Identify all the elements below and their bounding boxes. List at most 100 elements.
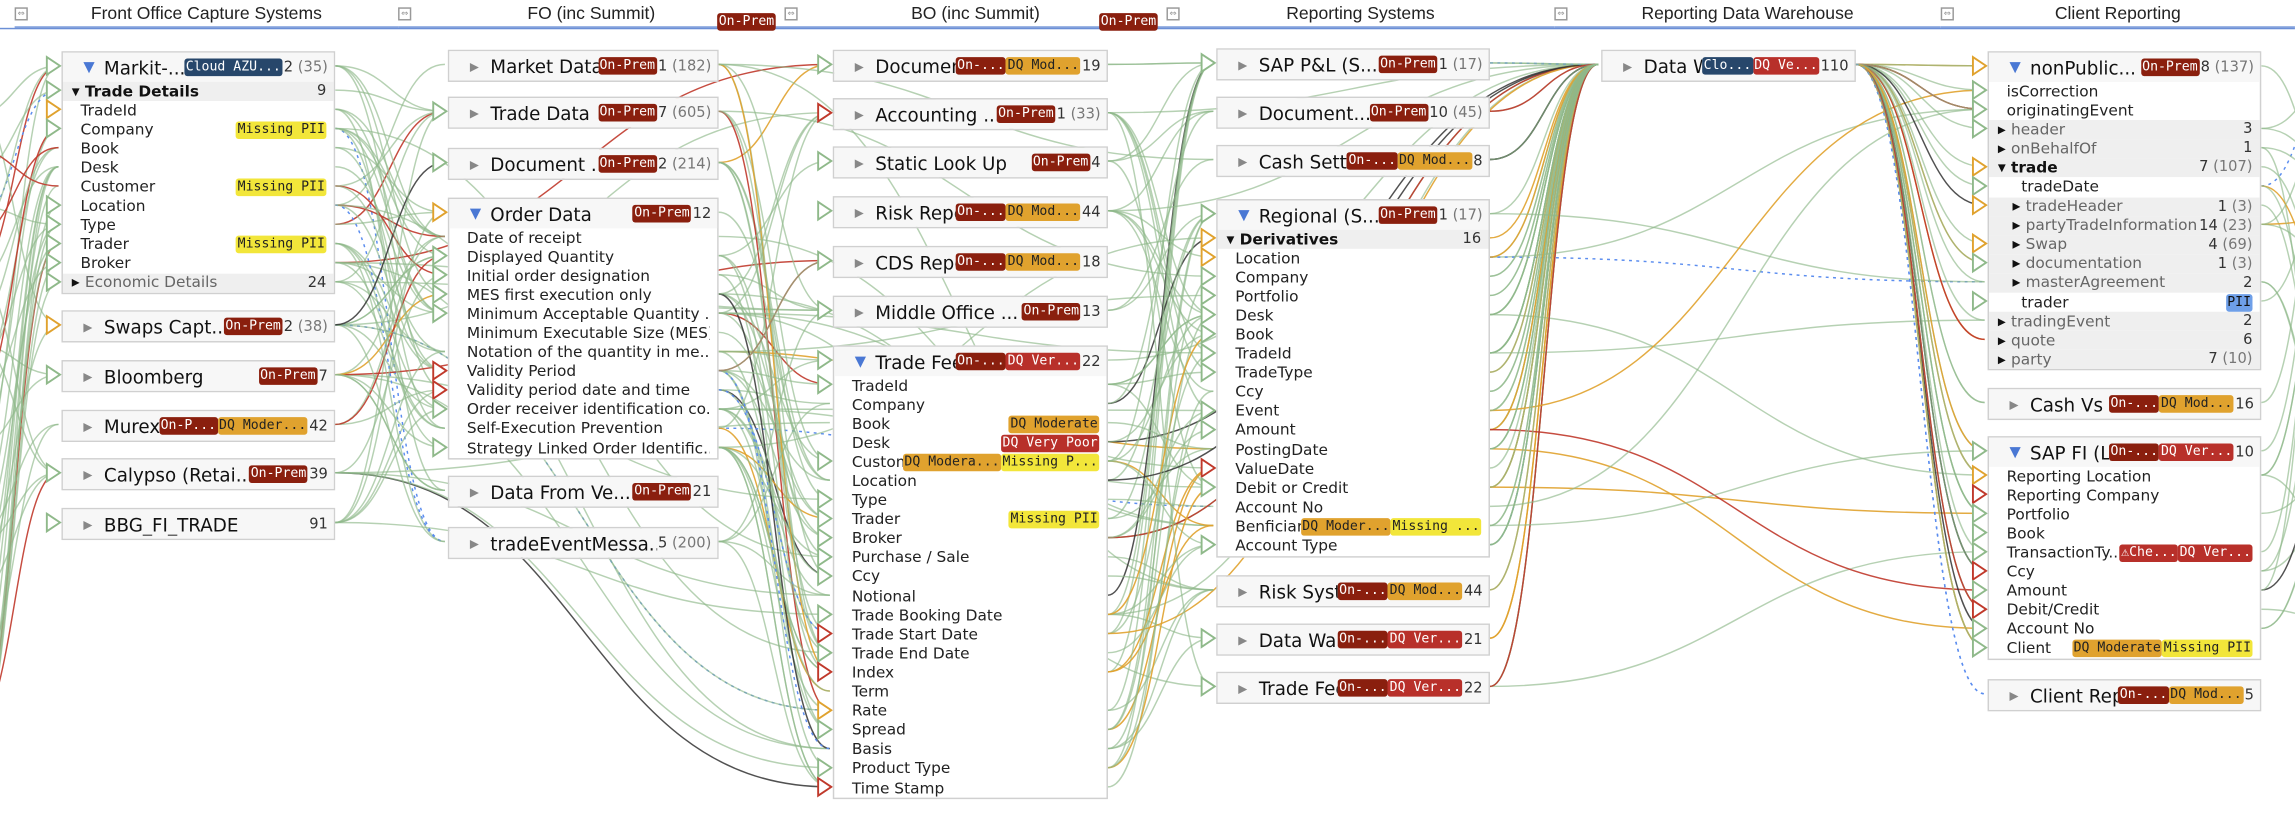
field-row[interactable]: Desk DQ Very Poor: [834, 434, 1106, 453]
system-node[interactable]: ▶ Market Data On-Prem 1 (182): [447, 49, 719, 82]
system-node[interactable]: ▼ Order Data On-Prem 12 Date of receipt Displ…: [447, 197, 719, 460]
field-row[interactable]: Book: [1218, 326, 1489, 345]
field-row[interactable]: Self-Execution Prevention: [449, 420, 717, 439]
field-row[interactable]: Portfolio: [1218, 287, 1489, 306]
field-row[interactable]: Location: [834, 472, 1106, 491]
collapse-triangle-icon[interactable]: ▼: [1238, 207, 1250, 224]
collapse-triangle-icon[interactable]: ▼: [1997, 162, 2006, 175]
field-row[interactable]: Order receiver identification co...: [449, 401, 717, 420]
expand-triangle-icon[interactable]: ▶: [854, 59, 864, 73]
expand-triangle-icon[interactable]: ▶: [1997, 124, 2006, 136]
expand-triangle-icon[interactable]: ▶: [2012, 277, 2021, 290]
system-node[interactable]: ▶ Data Wa...Clo...DQ Ve...110: [1601, 49, 1856, 82]
node-header[interactable]: ▶ Risk Syst...On-...DQ Mod...44: [1217, 576, 1489, 606]
tree-section[interactable]: ▶ partyTradeInformation 14 (23): [1989, 216, 2260, 236]
field-row[interactable]: Company: [834, 395, 1106, 414]
field-row[interactable]: Strategy Linked Order Identific...: [449, 439, 717, 458]
expand-triangle-icon[interactable]: ▶: [2012, 239, 2021, 251]
expand-triangle-icon[interactable]: ▶: [2012, 258, 2021, 270]
expand-triangle-icon[interactable]: ▶: [854, 255, 864, 269]
node-header[interactable]: ▼ Markit-... Cloud AZU... 2 (35): [62, 52, 334, 82]
field-row[interactable]: Trade Booking Date: [834, 606, 1106, 625]
field-row[interactable]: Trade End Date: [834, 644, 1106, 663]
node-header[interactable]: ▶ Data Wa...Clo...DQ Ve...110: [1602, 51, 1855, 81]
system-node[interactable]: ▶ Client Rep...On-...DQ Mod...5: [1987, 679, 2262, 712]
field-row[interactable]: Location: [63, 197, 334, 216]
field-row[interactable]: Book: [1989, 524, 2260, 543]
field-row[interactable]: Spread: [834, 721, 1106, 740]
field-row[interactable]: Ccy: [1218, 383, 1489, 402]
system-node[interactable]: ▶ Document ... On-Prem 2 (214): [447, 147, 719, 181]
field-row[interactable]: ValueDate: [1218, 460, 1489, 479]
tree-section[interactable]: ▶ tradeHeader 1 (3): [1989, 196, 2260, 217]
expand-triangle-icon[interactable]: ▶: [1238, 106, 1248, 120]
field-row[interactable]: Term: [834, 683, 1106, 702]
field-row[interactable]: Validity Period: [449, 362, 717, 381]
expand-triangle-icon[interactable]: ▶: [469, 157, 479, 171]
system-node[interactable]: ▶ Risk ReportOn-...DQ Mod...44: [832, 196, 1108, 229]
field-row[interactable]: Reporting Location: [1989, 467, 2260, 486]
collapse-triangle-icon[interactable]: ▼: [83, 59, 95, 76]
field-row[interactable]: Amount: [1989, 582, 2260, 601]
field-row[interactable]: Type: [834, 491, 1106, 510]
collapse-triangle-icon[interactable]: ▼: [2009, 59, 2021, 76]
node-header[interactable]: ▶ Calypso (Retai... On-Prem 39: [62, 459, 334, 489]
field-row[interactable]: Index: [834, 664, 1106, 683]
field-row[interactable]: Account Type: [1218, 536, 1489, 555]
collapse-triangle-icon[interactable]: ▼: [2009, 444, 2021, 461]
field-row[interactable]: Notation of the quantity in me...: [449, 343, 717, 362]
system-node[interactable]: ▶ Accounting ... On-Prem 1 (33): [832, 98, 1108, 131]
node-header[interactable]: ▶ Data War...On-...DQ Ver...21: [1217, 624, 1489, 655]
field-row[interactable]: tradeDate: [1989, 178, 2260, 197]
field-row[interactable]: BenficiaryDQ Moder...Missing ...: [1218, 517, 1489, 536]
system-node[interactable]: ▼ Regional (S... On-Prem 1 (17) ▼ Derivatives…: [1216, 199, 1490, 558]
field-row[interactable]: Date of receipt: [449, 228, 717, 247]
expand-triangle-icon[interactable]: ▶: [1997, 353, 2006, 366]
tree-section[interactable]: ▶ onBehalfOf 1: [1989, 139, 2260, 159]
node-header[interactable]: ▶ Market Data On-Prem 1 (182): [449, 51, 718, 81]
expand-triangle-icon[interactable]: ▶: [1997, 334, 2006, 347]
field-row[interactable]: Company: [1218, 268, 1489, 287]
field-row[interactable]: Debit/Credit: [1989, 601, 2260, 620]
field-row[interactable]: Validity period date and time: [449, 382, 717, 401]
tree-section[interactable]: ▶ documentation 1 (3): [1989, 254, 2260, 274]
node-header[interactable]: ▼ SAP FI (Le...On-...DQ Ver...10: [1989, 437, 2260, 467]
system-node[interactable]: ▶ Cash Vs P...On-...DQ Mod...16: [1987, 387, 2262, 421]
field-row[interactable]: trader PII: [1989, 293, 2260, 312]
system-node[interactable]: ▶ Middle Office ... On-Prem 13: [832, 295, 1108, 328]
node-header[interactable]: ▶ BBG_FI_TRADE 91: [62, 509, 334, 539]
field-row[interactable]: Location: [1218, 249, 1489, 268]
expand-triangle-icon[interactable]: ▶: [854, 107, 864, 121]
expand-triangle-icon[interactable]: ▶: [1238, 584, 1248, 598]
collapse-column-icon[interactable]: ⇔: [14, 7, 28, 21]
system-node[interactable]: ▶ SAP P&L (S... On-Prem 1 (17): [1216, 48, 1490, 81]
system-node[interactable]: ▶ Documen...On-...DQ Mod...19: [832, 49, 1108, 82]
tree-section[interactable]: ▶ tradingEvent 2: [1989, 311, 2260, 332]
field-row[interactable]: Reporting Company: [1989, 486, 2260, 505]
system-node[interactable]: ▼ Markit-... Cloud AZU... 2 (35) ▼ Trade Deta…: [61, 51, 336, 295]
system-node[interactable]: ▶ tradeEventMessa... 5 (200): [447, 526, 719, 560]
system-node[interactable]: ▶ Murex On-P... DQ Moder... 42: [61, 409, 336, 443]
node-header[interactable]: ▶ SAP P&L (S... On-Prem 1 (17): [1217, 49, 1489, 80]
field-row[interactable]: Ccy: [834, 568, 1106, 587]
expand-triangle-icon[interactable]: ▶: [1997, 143, 2006, 155]
field-row[interactable]: Book DQ Moderate: [834, 414, 1106, 433]
field-row[interactable]: Account No: [1989, 620, 2260, 639]
field-row[interactable]: Initial order designation: [449, 267, 717, 286]
expand-triangle-icon[interactable]: ▶: [2012, 200, 2021, 213]
node-header[interactable]: ▶ Trade Data On-Prem 7 (605): [449, 98, 718, 128]
expand-triangle-icon[interactable]: ▶: [469, 106, 479, 120]
field-row[interactable]: Trade Start Date: [834, 625, 1106, 644]
expand-triangle-icon[interactable]: ▶: [83, 419, 93, 433]
tree-section[interactable]: ▶ header 3: [1989, 120, 2260, 140]
expand-triangle-icon[interactable]: ▶: [1997, 315, 2006, 328]
expand-triangle-icon[interactable]: ▶: [469, 536, 479, 550]
field-row[interactable]: Displayed Quantity: [449, 247, 717, 266]
tree-section[interactable]: ▶ party 7 (10): [1989, 350, 2260, 370]
node-header[interactable]: ▼ Regional (S... On-Prem 1 (17): [1217, 200, 1489, 230]
system-node[interactable]: ▶ Risk Syst...On-...DQ Mod...44: [1216, 575, 1490, 608]
system-node[interactable]: ▶ Data From Ve... On-Prem 21: [447, 475, 719, 508]
node-header[interactable]: ▼ Trade FeedOn-...DQ Ver...22: [834, 346, 1107, 377]
field-row[interactable]: Trader Missing PII: [63, 235, 334, 254]
node-header[interactable]: ▶ Bloomberg On-Prem 7: [62, 361, 334, 391]
